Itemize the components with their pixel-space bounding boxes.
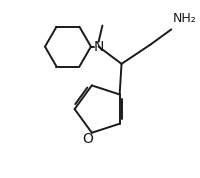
Text: NH₂: NH₂ bbox=[173, 12, 197, 25]
Text: N: N bbox=[93, 40, 104, 54]
Text: O: O bbox=[83, 132, 93, 146]
